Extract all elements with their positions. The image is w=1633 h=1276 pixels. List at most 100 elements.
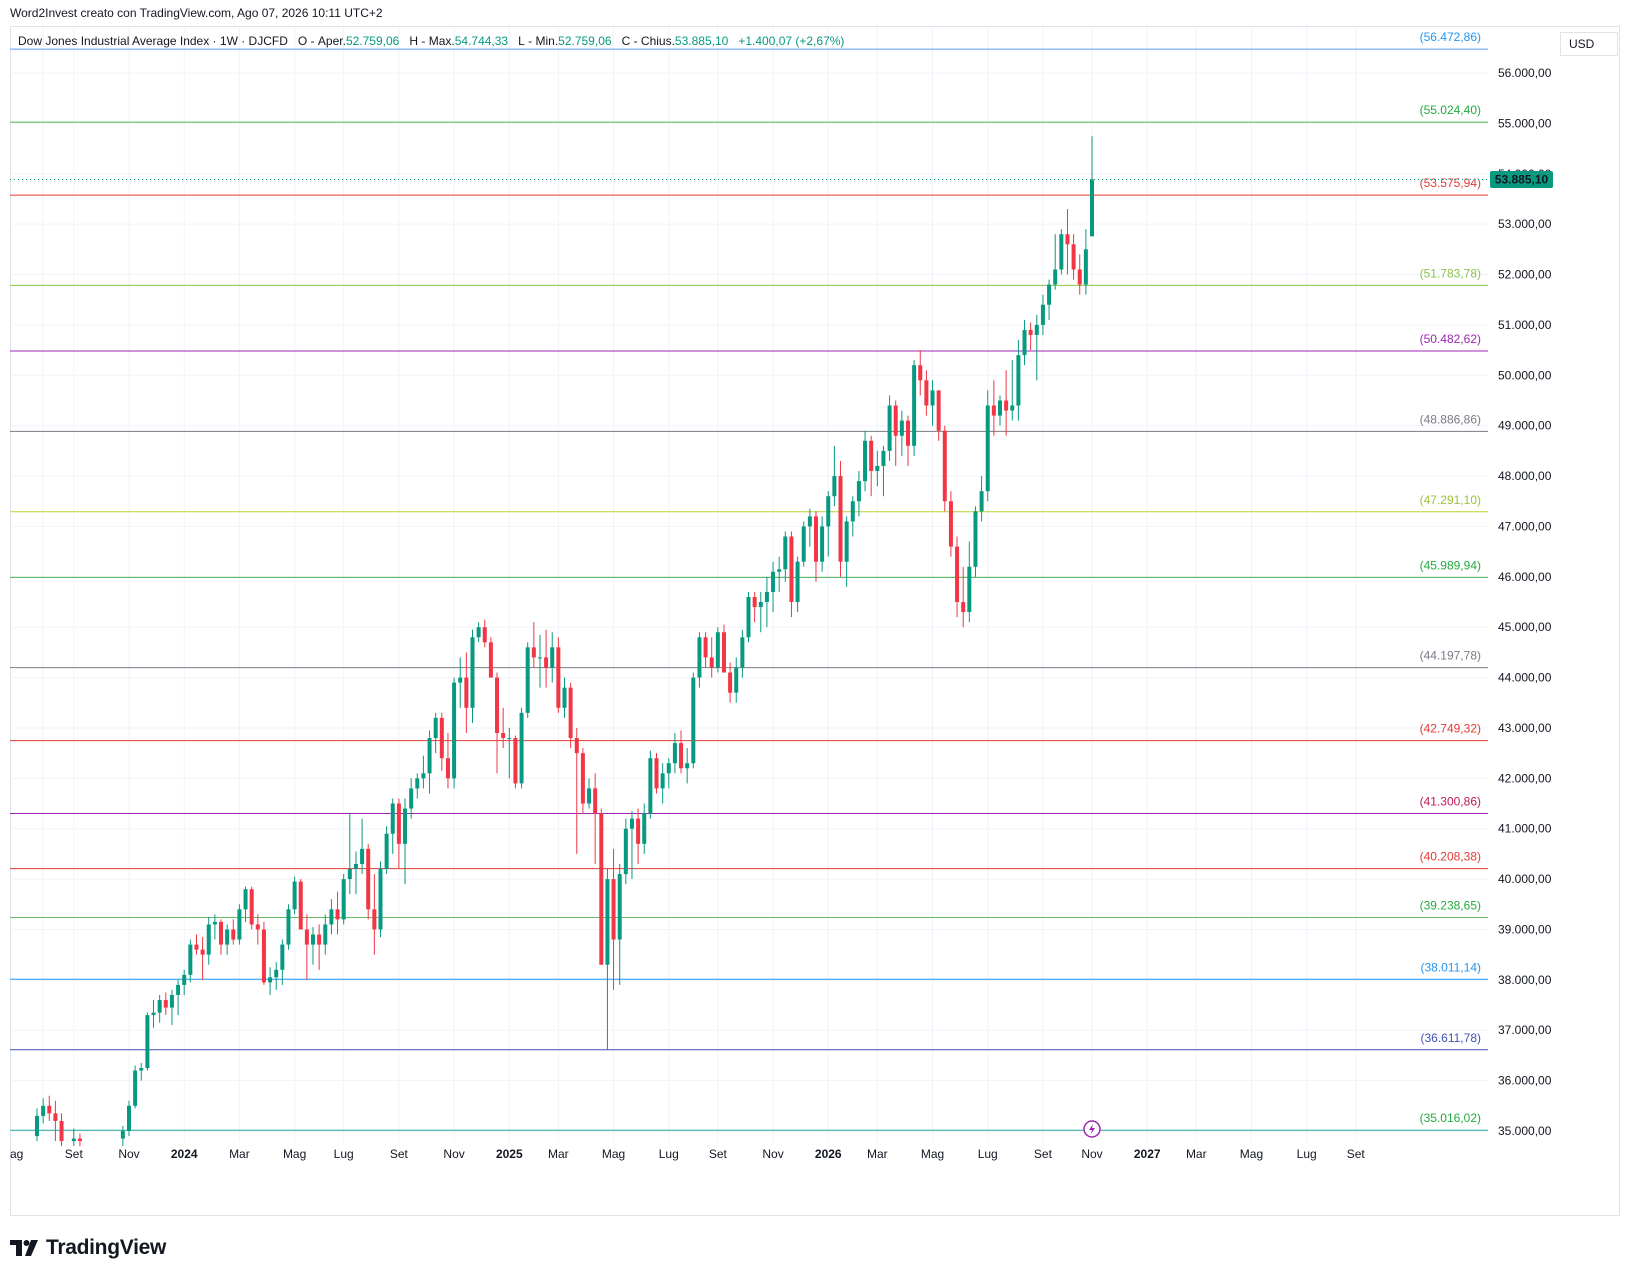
- level-label: (35.016,02): [1420, 1111, 1481, 1125]
- time-tick-label: Mag: [283, 1147, 306, 1161]
- tradingview-logo[interactable]: TradingView: [10, 1236, 166, 1260]
- candle-down: [636, 818, 641, 844]
- candle-up: [286, 909, 291, 945]
- candle-up: [1090, 179, 1094, 237]
- price-tick-label: 44.000,00: [1498, 671, 1552, 685]
- candle-up: [329, 909, 334, 925]
- candle-up: [280, 944, 285, 970]
- candle-up: [182, 974, 187, 985]
- candle-down: [955, 546, 960, 602]
- candle-up: [1034, 324, 1039, 335]
- candle-up: [985, 405, 990, 492]
- candle-down: [936, 390, 941, 431]
- time-tick-label: Set: [65, 1147, 84, 1161]
- candle-up: [225, 929, 230, 945]
- candle-up: [587, 788, 592, 804]
- candle-down: [544, 657, 549, 668]
- candle-up: [470, 637, 475, 708]
- candle-down: [47, 1105, 52, 1114]
- level-label: (42.749,32): [1420, 722, 1481, 736]
- candle-up: [660, 773, 665, 789]
- candle-up: [507, 738, 512, 740]
- price-tick-label: 41.000,00: [1498, 822, 1552, 836]
- level-label: (41.300,86): [1420, 795, 1481, 809]
- candle-up: [525, 647, 530, 713]
- candle-down: [531, 647, 536, 658]
- candle-up: [629, 818, 634, 829]
- candle-down: [679, 743, 684, 769]
- candle-up: [237, 909, 242, 940]
- candle-down: [304, 929, 309, 945]
- candle-up: [771, 571, 776, 592]
- candle-down: [568, 687, 573, 739]
- symbol-legend[interactable]: Dow Jones Industrial Average Index · 1W …: [18, 34, 845, 48]
- candle-up: [176, 984, 181, 995]
- candle-up: [672, 743, 677, 764]
- candle-up: [605, 879, 610, 965]
- time-tick-label: 2027: [1134, 1147, 1161, 1161]
- candle-down: [1077, 269, 1082, 285]
- candle-up: [666, 763, 671, 774]
- candle-down: [513, 738, 518, 784]
- candle-up: [188, 944, 193, 975]
- candle-up: [292, 881, 297, 910]
- legend-high-value: 54.744,33: [454, 34, 509, 48]
- level-label: (40.208,38): [1420, 850, 1481, 864]
- candle-up: [807, 516, 812, 527]
- candle-down: [77, 1138, 82, 1142]
- candle-down: [219, 921, 224, 945]
- candle-down: [372, 909, 377, 930]
- candle-down: [869, 440, 874, 472]
- candle-up: [41, 1105, 46, 1116]
- candle-down: [556, 647, 561, 708]
- candle-up: [734, 667, 739, 693]
- legend-close-key: Chius.: [640, 34, 675, 48]
- candle-down: [163, 1000, 168, 1008]
- candle-up: [875, 465, 880, 472]
- chart-frame[interactable]: [10, 26, 1620, 1216]
- candle-up: [476, 627, 481, 638]
- legend-open-key: Aper.: [317, 34, 346, 48]
- candle-up: [341, 879, 346, 920]
- candle-up: [826, 496, 831, 527]
- candle-up: [151, 1012, 156, 1016]
- candle-down: [53, 1113, 58, 1121]
- level-label: (53.575,94): [1420, 176, 1481, 190]
- candle-up: [274, 969, 279, 978]
- candle-up: [758, 602, 763, 608]
- time-tick-label: Nov: [762, 1147, 783, 1161]
- candle-down: [789, 536, 794, 602]
- candle-up: [973, 511, 978, 567]
- chart-credit: Word2Invest creato con TradingView.com, …: [10, 6, 383, 20]
- level-label: (36.611,78): [1421, 1031, 1482, 1045]
- candle-up: [139, 1068, 144, 1071]
- candle-up: [697, 637, 702, 678]
- time-tick-label: Nov: [1081, 1147, 1102, 1161]
- candle-up: [691, 677, 696, 764]
- candle-down: [261, 929, 266, 983]
- price-tick-label: 46.000,00: [1498, 570, 1552, 584]
- candle-up: [1022, 329, 1027, 356]
- legend-open-label: O: [297, 34, 308, 48]
- candle-down: [200, 949, 205, 955]
- candle-up: [832, 476, 837, 497]
- time-tick-label: Mag: [921, 1147, 944, 1161]
- horizontal-levels: (56.472,86) (55.024,40) (53.575,94) (51.783…: [10, 30, 1488, 1131]
- price-tick-label: 51.000,00: [1498, 318, 1552, 332]
- candle-up: [157, 1000, 162, 1013]
- time-tick-label: ag: [10, 1147, 23, 1161]
- candle-down: [709, 657, 714, 668]
- candle-up: [415, 778, 420, 789]
- candle-up: [206, 924, 211, 955]
- legend-close-label: C: [621, 34, 631, 48]
- price-tick-label: 49.000,00: [1498, 419, 1552, 433]
- candle-down: [1004, 400, 1009, 411]
- candle-down: [501, 732, 506, 739]
- currency-selector[interactable]: USD: [1560, 32, 1618, 56]
- legend-high-key: Max.: [428, 34, 455, 48]
- legend-close-value: 53.885,10: [674, 34, 729, 48]
- candle-up: [685, 763, 690, 769]
- candle-up: [820, 526, 825, 562]
- price-tick-label: 53.000,00: [1498, 217, 1552, 231]
